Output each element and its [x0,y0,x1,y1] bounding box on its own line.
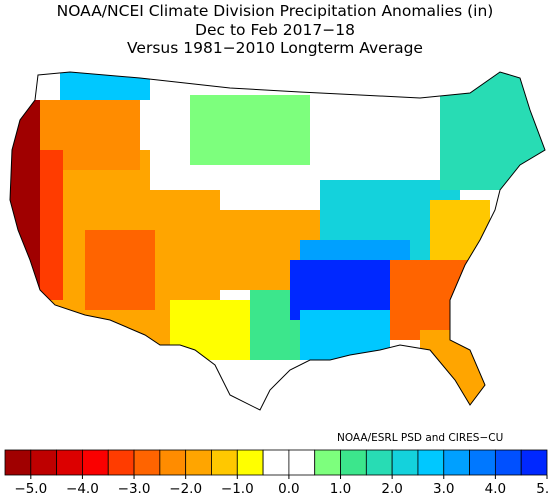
legend-bin [56,449,83,476]
legend-bin [133,449,161,476]
title-line-2: Dec to Feb 2017−18 [195,20,355,39]
legend-bin [185,449,212,476]
legend-tick-label: −3.0 [118,481,151,497]
legend-bin [365,449,393,476]
legend-bin [211,449,238,476]
legend-bin [469,449,496,476]
us-outline [9,71,546,411]
legend-tick-label: 1.0 [330,481,351,497]
map-title: NOAA/NCEI Climate Division Precipitation… [0,2,550,58]
map-region [190,95,310,165]
legend-bin [236,449,264,476]
legend-tick-label: 5.0 [536,481,550,497]
legend-bin [314,449,341,476]
title-line-3: Versus 1981−2010 Longterm Average [127,39,423,57]
legend-bin [262,449,290,476]
credit-text: NOAA/ESRL PSD and CIRES−CU [337,432,504,444]
legend-bin [288,449,316,476]
legend-tick-label: −4.0 [66,481,99,497]
legend-bin [159,449,187,476]
map-region [85,230,155,310]
legend-bin [443,449,470,476]
legend-tick-label: −2.0 [169,481,202,497]
legend-ticks: −5.0 −4.0 −3.0 −2.0 −1.0 0.0 1.0 2.0 3.0 4.0 5.0 [14,475,550,497]
legend-bins [4,449,548,476]
legend-tick-label: 0.0 [278,481,299,497]
legend-tick-label: −5.0 [14,481,47,497]
legend-tick-label: 2.0 [381,481,402,497]
title-line-1: NOAA/NCEI Climate Division Precipitation… [56,2,494,20]
legend-bin [391,449,419,476]
legend-bin [82,449,109,476]
legend-tick-label: 4.0 [485,481,506,497]
legend-bin [107,449,135,476]
legend-bin [30,449,58,476]
legend-bin [4,449,32,476]
legend-bin [494,449,522,476]
legend-tick-label: −1.0 [221,481,254,497]
legend-bin [520,449,548,476]
legend-bin [340,449,367,476]
legend-tick-label: 3.0 [433,481,454,497]
legend-bin [417,449,445,476]
